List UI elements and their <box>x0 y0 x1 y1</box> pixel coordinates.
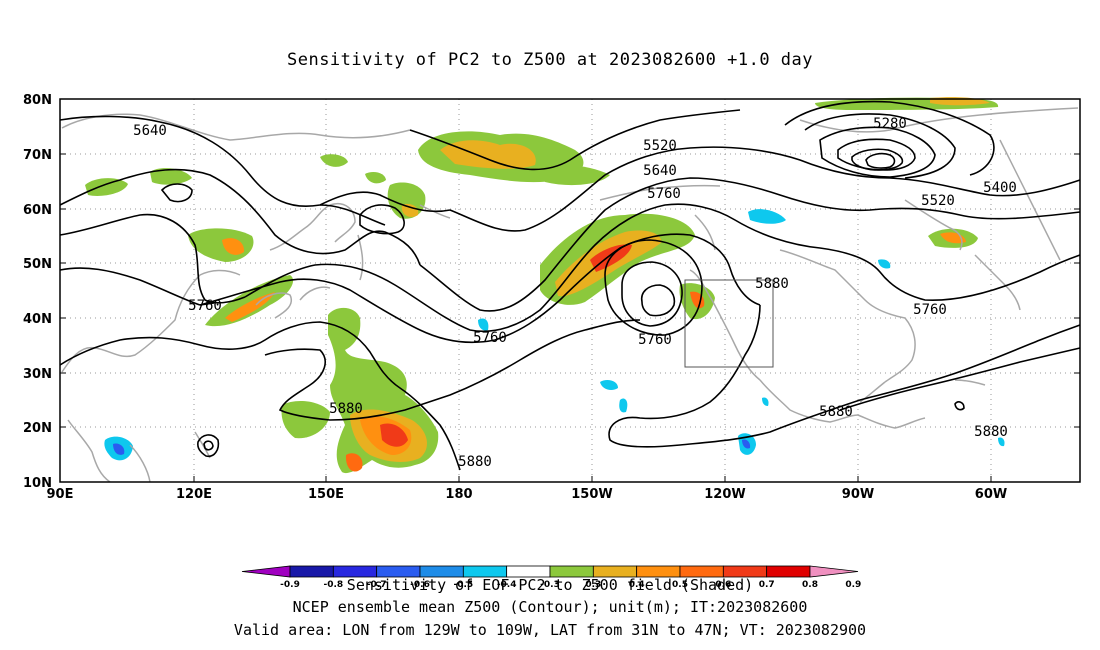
lon-label-150w: 150W <box>571 487 612 502</box>
contour-label: 5880 <box>755 276 789 292</box>
contour-label: 5760 <box>188 298 222 314</box>
colorbar-tick: 0.6 <box>715 580 731 590</box>
positive-sensitivity-shading <box>85 97 999 474</box>
lon-label-120e: 120E <box>176 487 212 502</box>
contour-label: 5640 <box>643 163 677 179</box>
contour-label: 5760 <box>473 330 507 346</box>
colorbar-tick: 0.8 <box>802 580 818 590</box>
colorbar-cell <box>809 565 859 578</box>
lat-label-60n: 60N <box>23 203 52 218</box>
contour-label: 5280 <box>873 116 907 132</box>
contour-label: 5760 <box>647 186 681 202</box>
caption-contour: NCEP ensemble mean Z500 (Contour); unit(… <box>292 598 808 616</box>
colorbar: -0.9 -0.8 -0.7 -0.6 -0.5 -0.4 -0.3 0.3 0… <box>241 565 861 590</box>
colorbar-tick: -0.9 <box>280 580 300 590</box>
colorbar-tick: 0.7 <box>759 580 775 590</box>
contour-label: 5520 <box>643 138 677 154</box>
contour-labels: 5640 5520 5640 5760 5280 5400 5520 5760 … <box>133 116 1017 470</box>
map-frame <box>59 98 1081 483</box>
valid-area-box <box>684 279 774 368</box>
contour-label: 5520 <box>921 193 955 209</box>
lat-label-20n: 20N <box>23 421 52 436</box>
contour-label: 5880 <box>458 454 492 470</box>
lon-label-180: 180 <box>445 487 472 502</box>
negative-sensitivity-shading <box>104 209 1005 461</box>
colorbar-tick: -0.4 <box>497 580 517 590</box>
colorbar-tick: 0.9 <box>845 580 861 590</box>
caption-valid-area: Valid area: LON from 129W to 109W, LAT f… <box>233 621 867 639</box>
lat-label-70n: 70N <box>23 148 52 163</box>
colorbar-tick: -0.8 <box>323 580 343 590</box>
colorbar-tick: -0.7 <box>367 580 387 590</box>
colorbar-tick: -0.3 <box>540 580 560 590</box>
lon-label-150e: 150E <box>308 487 344 502</box>
colorbar-cells <box>241 565 859 578</box>
map-title: Sensitivity of PC2 to Z500 at 2023082600… <box>286 50 813 70</box>
contour-label: 5400 <box>983 180 1017 196</box>
latitude-labels: 80N 70N 60N 50N 40N 30N 20N 10N <box>23 93 52 491</box>
colorbar-tick: -0.5 <box>453 580 473 590</box>
lon-label-120w: 120W <box>704 487 745 502</box>
lat-label-50n: 50N <box>23 257 52 272</box>
lon-label-90w: 90W <box>842 487 874 502</box>
colorbar-tick: 0.4 <box>629 580 645 590</box>
axis-ticks <box>60 98 1080 482</box>
contour-label: 5880 <box>329 401 363 417</box>
contour-label: 5640 <box>133 123 167 139</box>
longitude-labels: 90E 120E 150E 180 150W 120W 90W 60W <box>47 487 1008 502</box>
contour-label: 5760 <box>913 302 947 318</box>
lon-label-60w: 60W <box>975 487 1007 502</box>
lat-label-40n: 40N <box>23 312 52 327</box>
contour-label: 5880 <box>819 404 853 420</box>
lat-label-30n: 30N <box>23 367 52 382</box>
colorbar-tick: 0.3 <box>585 580 601 590</box>
contour-label: 5880 <box>974 424 1008 440</box>
lat-label-80n: 80N <box>23 93 52 108</box>
caption-shading: Sensitivity of EOF PC2 to Z500 field (Sh… <box>346 576 754 594</box>
contour-label: 5760 <box>638 332 672 348</box>
colorbar-tick: -0.6 <box>410 580 430 590</box>
lon-label-90e: 90E <box>47 487 74 502</box>
colorbar-tick-labels: -0.9 -0.8 -0.7 -0.6 -0.5 -0.4 -0.3 0.3 0… <box>280 580 861 590</box>
colorbar-tick: 0.5 <box>672 580 688 590</box>
z500-contours <box>59 100 1081 471</box>
lat-label-10n: 10N <box>23 476 52 491</box>
